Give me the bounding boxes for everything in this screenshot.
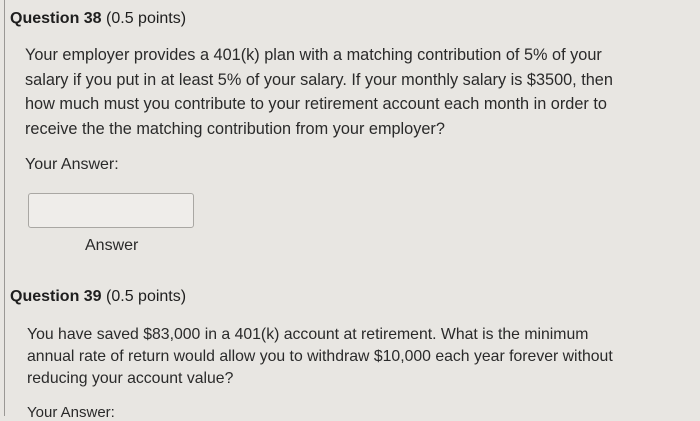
question-38-header: Question 38 (0.5 points) [10, 10, 186, 28]
answer-caption: Answer [85, 237, 139, 254]
answer-input[interactable] [28, 193, 194, 228]
your-answer-label: Your Answer: [25, 156, 119, 173]
question-title: Question 39 [10, 288, 102, 305]
question-38-text: Your employer provides a 401(k) plan wit… [25, 46, 613, 138]
panel-border [4, 0, 5, 416]
question-39-header: Question 39 (0.5 points) [10, 288, 186, 306]
question-39-text: You have saved $83,000 in a 401(k) accou… [27, 326, 613, 387]
question-title: Question 38 [10, 10, 102, 27]
question-points: (0.5 points) [106, 10, 187, 27]
your-answer-label: Your Answer: [27, 404, 115, 421]
question-points: (0.5 points) [106, 288, 187, 305]
